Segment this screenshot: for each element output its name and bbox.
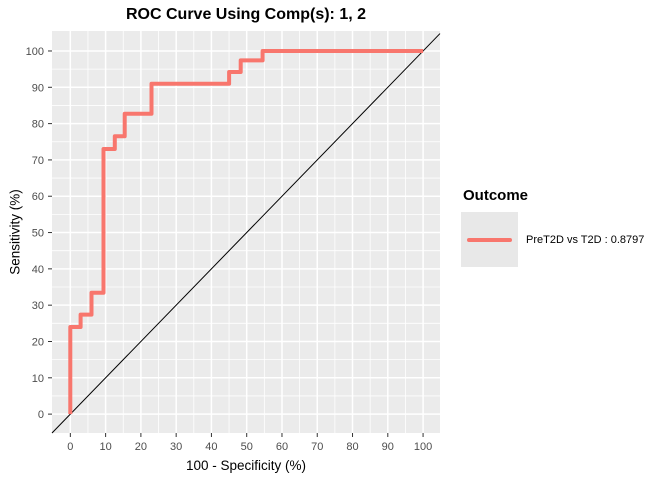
x-tick-label: 10 <box>99 441 111 453</box>
x-tick-label: 60 <box>276 441 288 453</box>
x-tick-label: 0 <box>67 441 73 453</box>
x-tick-label: 40 <box>205 441 217 453</box>
legend-key <box>461 212 518 267</box>
x-tick-label: 70 <box>311 441 323 453</box>
x-tick-label: 20 <box>135 441 147 453</box>
legend: Outcome PreT2D vs T2D : 0.8797 <box>461 187 644 267</box>
x-tick-label: 30 <box>170 441 182 453</box>
y-tick-label: 20 <box>32 336 44 348</box>
y-tick-label: 90 <box>32 82 44 94</box>
y-tick-label: 50 <box>32 228 44 240</box>
legend-line-swatch <box>467 237 512 242</box>
y-tick-label: 10 <box>32 373 44 385</box>
chance-diagonal-line <box>51 33 441 434</box>
y-tick-label: 80 <box>32 119 44 131</box>
y-tick-label: 60 <box>32 191 44 203</box>
y-tick-label: 40 <box>32 264 44 276</box>
x-tick-label: 80 <box>346 441 358 453</box>
y-tick-label: 70 <box>32 155 44 167</box>
legend-title: Outcome <box>463 187 529 204</box>
y-tick-label: 100 <box>26 46 44 58</box>
x-axis-title: 100 - Specificity (%) <box>185 458 307 473</box>
x-tick-label: 50 <box>241 441 253 453</box>
plot-title: ROC Curve Using Comp(s): 1, 2 <box>125 6 367 23</box>
roc-curve <box>68 49 424 415</box>
y-tick-label: 0 <box>38 409 44 421</box>
y-axis-title: Sensitivity (%) <box>7 189 23 275</box>
y-tick-label: 30 <box>32 300 44 312</box>
legend-label: PreT2D vs T2D : 0.8797 <box>526 233 645 246</box>
x-tick-label: 100 <box>414 441 432 453</box>
x-tick-label: 90 <box>382 441 394 453</box>
legend-entry: PreT2D vs T2D : 0.8797 <box>461 212 644 267</box>
